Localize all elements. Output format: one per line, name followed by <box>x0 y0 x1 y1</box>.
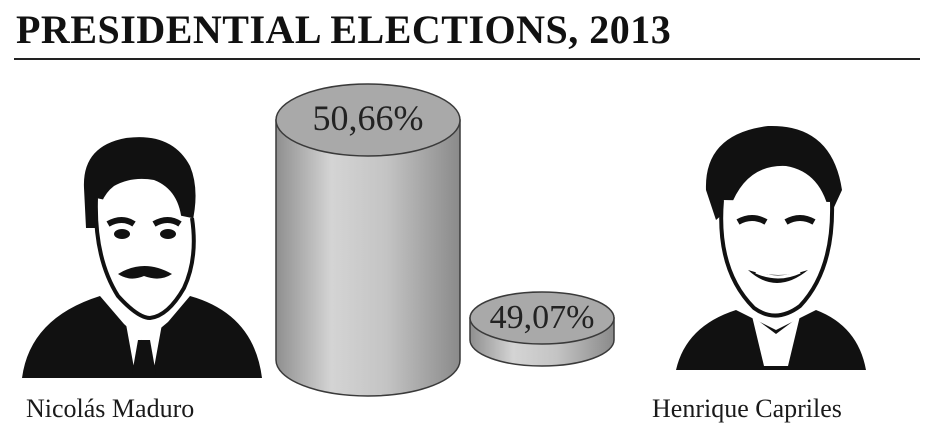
candidate-name-capriles: Henrique Capriles <box>652 394 842 423</box>
bar-0: 50,66% <box>275 83 461 397</box>
data-label: 50,66% <box>313 98 424 138</box>
bar-body <box>275 119 461 397</box>
candidate-name-maduro: Nicolás Maduro <box>26 394 195 423</box>
data-label: 49,07% <box>490 299 595 336</box>
chart-title: PRESIDENTIAL ELECTIONS, 2013 <box>16 7 672 52</box>
bar-1: 49,07% <box>469 291 615 367</box>
bar-top <box>275 83 461 157</box>
title-rule <box>14 58 920 60</box>
bar-top <box>469 291 615 345</box>
portrait-icon <box>676 125 866 370</box>
portrait-icon <box>22 137 262 378</box>
